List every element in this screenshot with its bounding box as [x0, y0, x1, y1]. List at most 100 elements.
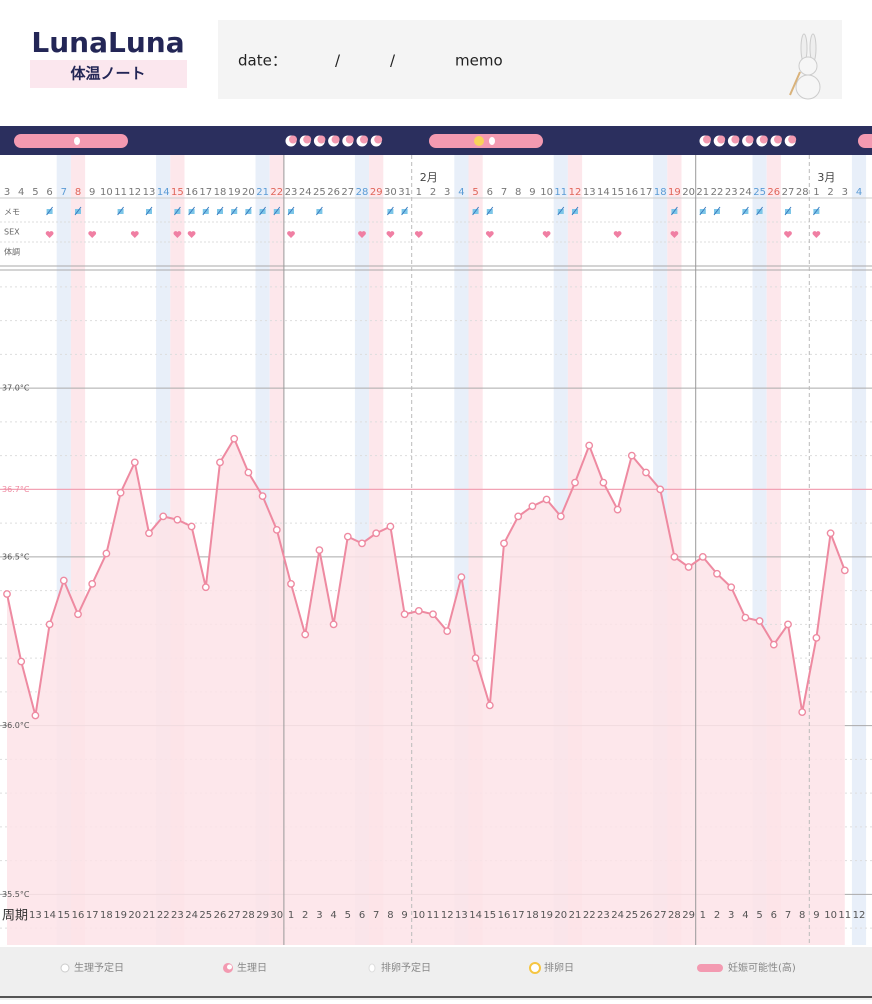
memo-icon: [571, 206, 579, 216]
day-label: 14: [597, 187, 610, 198]
heart-icon: [187, 231, 196, 238]
legend-label: 生理予定日: [74, 961, 124, 974]
month-label: 2月: [420, 171, 438, 184]
memo-icon-part: [117, 206, 124, 216]
day-label: 3: [4, 187, 10, 198]
day-label: 1: [813, 187, 819, 198]
day-label: 18: [214, 187, 227, 198]
day-label: 27: [782, 187, 795, 198]
logo: LunaLuna: [31, 26, 184, 59]
temperature-point: [755, 617, 764, 625]
temperature-point: [727, 583, 736, 592]
temperature-point: [59, 576, 68, 585]
day-label: 22: [270, 187, 283, 198]
legend-icon: [697, 964, 723, 972]
temperature-point: [769, 640, 778, 649]
cycle-day: 14: [43, 910, 56, 921]
fertile-pill: [858, 134, 872, 148]
memo-icon-part: [244, 206, 252, 216]
day-label: 24: [299, 187, 312, 198]
heart-icon: [173, 231, 182, 238]
temperature-point: [130, 458, 139, 467]
temperature-point: [230, 434, 239, 443]
temperature-point: [329, 620, 338, 629]
memo-icon-part: [230, 206, 238, 216]
day-label: 1: [416, 187, 422, 198]
memo-label: memo: [455, 52, 503, 70]
day-label: 4: [856, 187, 862, 198]
temperature-point: [201, 583, 210, 592]
cycle-day: 3: [728, 910, 734, 921]
memo-icon-part: [216, 206, 224, 216]
cycle-day: 13: [455, 910, 468, 921]
heart-icon: [542, 231, 551, 238]
day-label: 7: [501, 187, 507, 198]
temperature-point: [528, 502, 537, 511]
cycle-day: 28: [668, 910, 681, 921]
heart-icon: [358, 231, 366, 238]
temperature-point: [840, 566, 849, 575]
day-label: 26: [767, 187, 780, 198]
day-label: 10: [100, 187, 113, 198]
cycle-day: 9: [401, 910, 407, 921]
cycle-day: 28: [242, 910, 255, 921]
memo-icon-part: [472, 206, 480, 216]
day-label: 12: [569, 187, 582, 198]
memo-icon-part: [74, 206, 82, 216]
day-label: 31: [398, 187, 411, 198]
cycle-day: 20: [128, 910, 141, 921]
cycle-day: 27: [228, 910, 241, 921]
temperature-point: [272, 525, 281, 534]
day-label: 8: [75, 187, 81, 198]
day-label: 3: [842, 187, 848, 198]
day-label: 11: [114, 187, 127, 198]
cycle-day: 8: [387, 910, 393, 921]
day-label: 4: [18, 187, 24, 198]
moon-icon: [774, 135, 782, 144]
memo-icon: [671, 206, 678, 216]
legend-icon: [529, 962, 541, 974]
period-icons: [285, 135, 797, 147]
day-label: 3: [444, 187, 450, 198]
cycle-day: 22: [157, 910, 170, 921]
memo-icon: [401, 206, 409, 216]
day-label: 28: [796, 187, 809, 198]
cycle-day: 17: [86, 910, 99, 921]
row-label: SEX: [4, 228, 20, 237]
day-label: 21: [256, 187, 269, 198]
heart-icon: [812, 231, 821, 238]
memo-icon: [472, 206, 480, 216]
memo-icon: [273, 206, 281, 216]
day-label: 19: [228, 187, 241, 198]
day-label: 6: [487, 187, 493, 198]
day-label: 6: [46, 187, 52, 198]
temperature-point: [684, 563, 693, 571]
cycle-day: 16: [72, 910, 85, 921]
moon-icon: [345, 135, 354, 144]
temperature-point: [244, 468, 253, 477]
temperature-point: [457, 573, 466, 582]
day-label: 18: [654, 187, 667, 198]
cycle-day: 2: [302, 910, 308, 921]
cycle-day: 8: [799, 910, 805, 921]
legend-label: 排卵予定日: [381, 961, 431, 974]
day-label: 12: [128, 187, 141, 198]
day-label: 7: [61, 187, 67, 198]
chart-area: メモ SEX 体調 36.7°C 35.5°C 36.0°C 36.5°C 37.0°C 2月 3…: [0, 155, 872, 945]
ovulation-icon: [474, 136, 484, 146]
temperature-point: [514, 512, 523, 521]
moon-icon: [788, 135, 797, 144]
cycle-day: 4: [330, 910, 336, 921]
day-label: 17: [640, 187, 653, 198]
heart-icon: [287, 231, 295, 238]
cycle-day: 15: [483, 910, 496, 921]
heart-icon: [88, 231, 97, 238]
day-label: 15: [611, 187, 624, 198]
moon-icon: [731, 135, 740, 144]
legend-icon: [60, 963, 70, 973]
memo-icon-part: [486, 206, 494, 216]
temperature-point: [287, 579, 295, 588]
cycle-day: 7: [785, 910, 791, 921]
cycle-day: 25: [199, 910, 212, 921]
